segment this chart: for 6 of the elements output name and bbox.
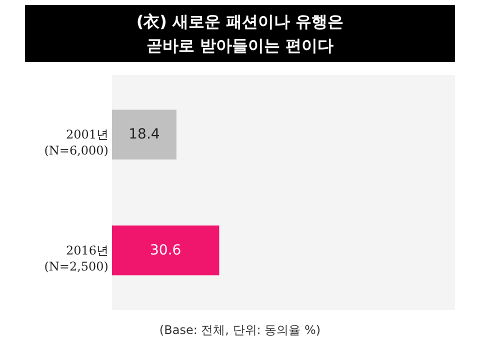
y-tick-label: 2016년 (N=2,500) [44, 243, 108, 274]
data-label: 30.6 [150, 242, 182, 258]
chart-title: (衣) 새로운 패션이나 유행은 곧바로 받아들이는 편이다 [25, 5, 455, 62]
y-tick-label: 2001년 (N=6,000) [44, 128, 108, 158]
text: (Base: 전체, 단위: 동의율 %) [158, 322, 322, 339]
data-label: 18.4 [128, 126, 160, 143]
